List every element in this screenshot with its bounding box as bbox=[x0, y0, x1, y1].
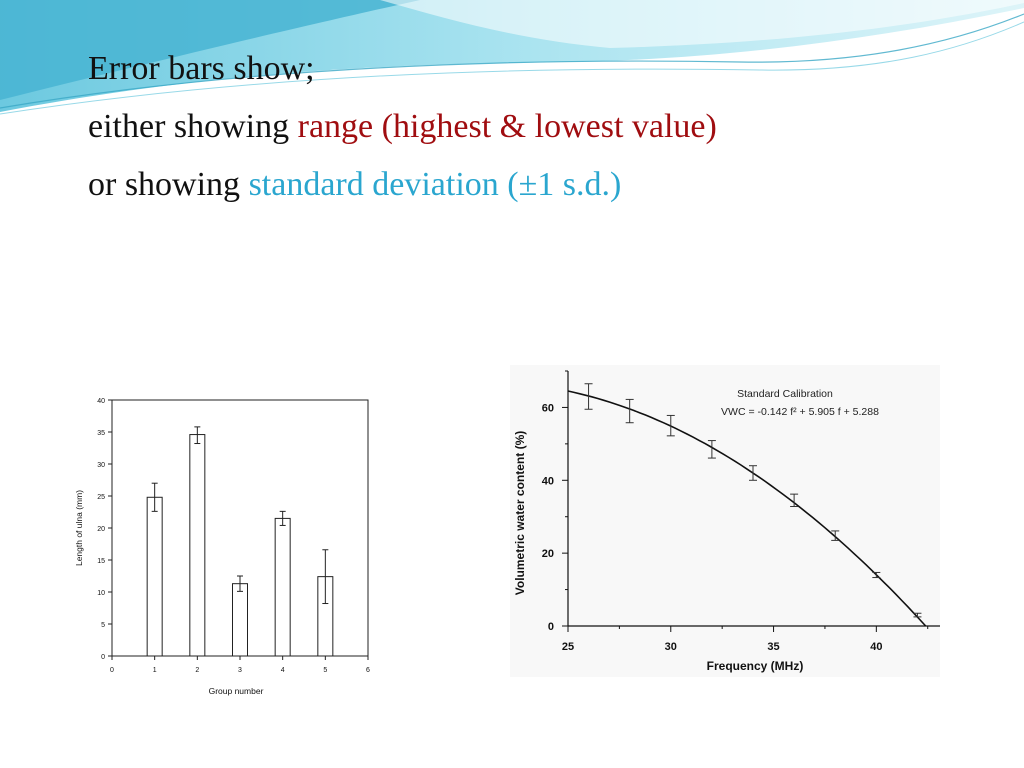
line-x-tick-label: 30 bbox=[665, 641, 677, 653]
bar-y-tick-label: 5 bbox=[101, 622, 105, 629]
line-y-tick-label: 60 bbox=[542, 402, 554, 414]
calibration-title: Standard Calibration bbox=[737, 388, 833, 400]
bar-y-tick-label: 20 bbox=[97, 526, 105, 533]
line-x-axis-label: Frequency (MHz) bbox=[707, 659, 804, 673]
line-x-tick-label: 35 bbox=[767, 641, 779, 653]
bar-x-tick-label: 4 bbox=[281, 667, 285, 674]
bar-y-tick-label: 30 bbox=[97, 462, 105, 469]
bar-y-tick-label: 0 bbox=[101, 654, 105, 661]
text-line-1: Error bars show; bbox=[88, 40, 717, 98]
text-line-2: either showing range (highest & lowest v… bbox=[88, 98, 717, 156]
line-y-tick-label: 0 bbox=[548, 621, 554, 633]
line3-prefix: or showing bbox=[88, 166, 249, 203]
line-chart-calibration: Standard Calibration VWC = -0.142 f² + 5… bbox=[510, 365, 940, 677]
bar-x-axis-label: Group number bbox=[209, 686, 264, 696]
bar-group-3 bbox=[232, 583, 248, 657]
bar-y-axis-label: Length of ulna (mm) bbox=[74, 490, 84, 566]
bar-x-tick-label: 2 bbox=[195, 667, 199, 674]
bar-group-4 bbox=[274, 517, 291, 657]
bar-chart-ulna-length: Group number Length of ulna (mm) 0510152… bbox=[74, 398, 370, 696]
bar-y-tick-label: 40 bbox=[97, 398, 105, 405]
bar-y-tick-label: 10 bbox=[97, 590, 105, 597]
bar-x-tick-label: 0 bbox=[110, 667, 114, 674]
line-y-axis-label: Volumetric water content (%) bbox=[513, 431, 527, 595]
range-highlight: range (highest & lowest value) bbox=[297, 108, 717, 145]
heading-error-bars: Error bars show; bbox=[88, 50, 315, 87]
bar-group-1 bbox=[146, 496, 163, 657]
bar-x-tick-label: 6 bbox=[366, 667, 370, 674]
line-chart-background bbox=[510, 365, 940, 677]
line-x-tick-label: 25 bbox=[562, 641, 574, 653]
calibration-equation: VWC = -0.142 f² + 5.905 f + 5.288 bbox=[721, 406, 879, 418]
bar-group-2 bbox=[189, 434, 206, 657]
sd-highlight: standard deviation (±1 s.d.) bbox=[248, 166, 622, 203]
bar-x-tick-label: 1 bbox=[153, 667, 157, 674]
bar-y-tick-label: 35 bbox=[97, 430, 105, 437]
header-wave-decoration bbox=[0, 0, 1024, 115]
line-y-tick-label: 20 bbox=[542, 548, 554, 560]
line-y-tick-label: 40 bbox=[542, 475, 554, 487]
text-line-3: or showing standard deviation (±1 s.d.) bbox=[88, 156, 717, 214]
line-x-tick-label: 40 bbox=[870, 641, 882, 653]
bar-x-tick-label: 3 bbox=[238, 667, 242, 674]
calibration-curve bbox=[567, 390, 927, 627]
line2-prefix: either showing bbox=[88, 108, 298, 145]
slide-body-text: Error bars show; either showing range (h… bbox=[88, 40, 717, 214]
bar-x-tick-label: 5 bbox=[323, 667, 327, 674]
bar-y-tick-label: 25 bbox=[97, 494, 105, 501]
bar-y-tick-label: 15 bbox=[97, 558, 105, 565]
